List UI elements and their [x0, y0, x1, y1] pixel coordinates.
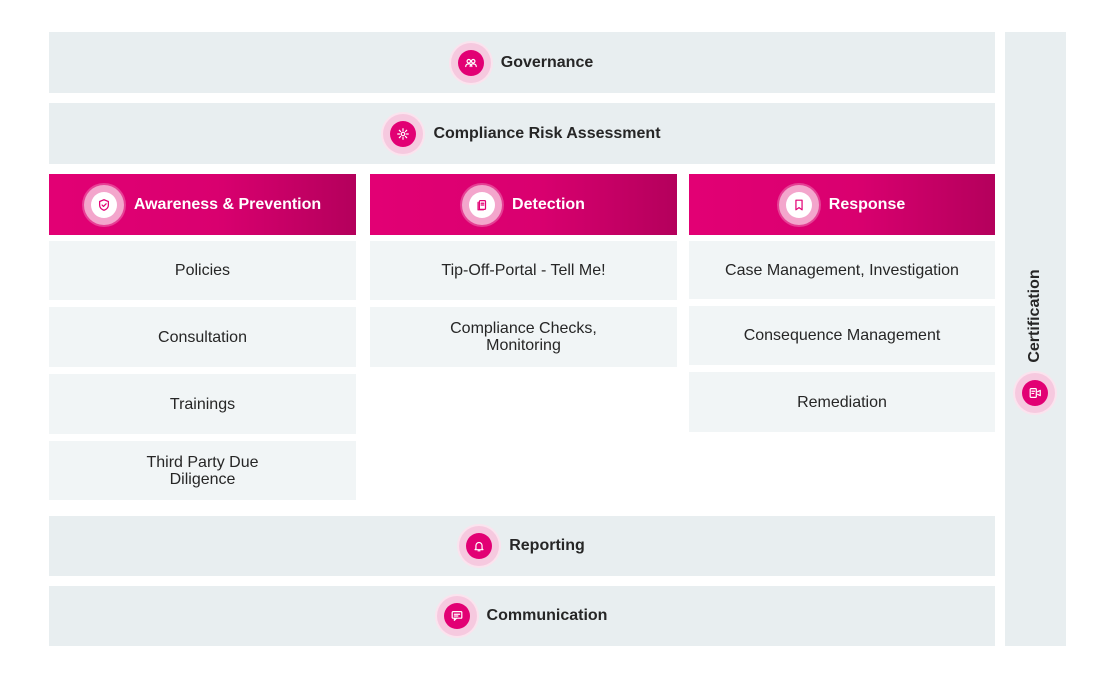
policies-cell: Policies	[49, 241, 356, 300]
awareness-prevention-title: Awareness & Prevention	[133, 195, 322, 213]
response-header: Response	[689, 174, 995, 235]
governance-band: Governance	[49, 32, 995, 93]
documents-icon	[462, 184, 503, 225]
risk-assessment-band: Compliance Risk Assessment	[49, 103, 995, 164]
certification-bar	[1005, 32, 1066, 646]
detection-header: Detection	[370, 174, 677, 235]
people-icon	[450, 42, 491, 83]
tip-off-portal-cell: Tip-Off-Portal - Tell Me!	[370, 241, 677, 300]
awareness-prevention-header: Awareness & Prevention	[49, 174, 356, 235]
reporting-label: Reporting	[509, 537, 585, 554]
certification-label: Certification	[1026, 269, 1043, 363]
case-management-cell: Case Management, Investigation	[689, 241, 995, 299]
detection-title: Detection	[512, 195, 585, 213]
governance-label: Governance	[500, 53, 594, 71]
gear-icon	[383, 113, 424, 154]
remediation-cell: Remediation	[689, 372, 995, 432]
risk-assessment-label: Compliance Risk Assessment	[433, 124, 661, 142]
third-party-due-diligence-cell: Third Party Due Diligence	[49, 441, 356, 500]
shield-check-icon	[83, 184, 124, 225]
communication-band: Communication	[49, 586, 995, 646]
communication-label: Communication	[486, 607, 608, 624]
consultation-cell: Consultation	[49, 307, 356, 367]
bookmark-icon	[778, 184, 819, 225]
consequence-management-cell: Consequence Management	[689, 306, 995, 365]
reporting-band: Reporting	[49, 516, 995, 576]
chat-icon	[436, 596, 477, 636]
bell-icon	[459, 526, 500, 566]
compliance-checks-cell: Compliance Checks, Monitoring	[370, 307, 677, 367]
response-title: Response	[828, 195, 906, 213]
trainings-cell: Trainings	[49, 374, 356, 434]
certification-icon	[1015, 373, 1055, 413]
